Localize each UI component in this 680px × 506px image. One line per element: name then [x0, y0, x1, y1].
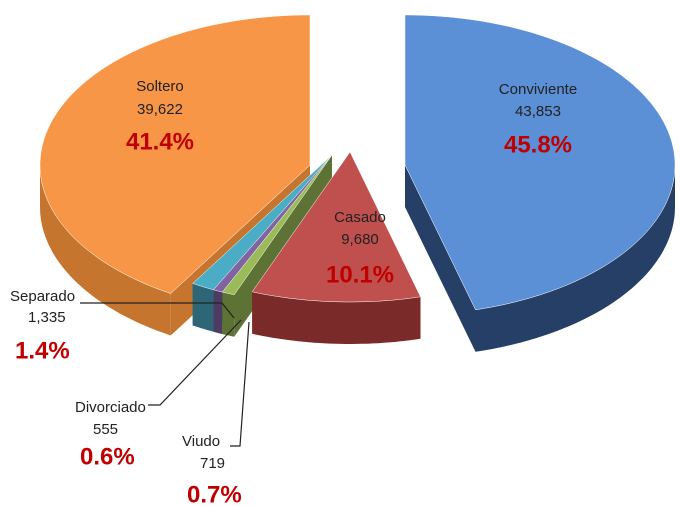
value-label: 43,853: [515, 103, 561, 120]
slice-wall: [252, 291, 421, 344]
slice-side: [222, 155, 332, 335]
value-label: 1,335: [28, 309, 66, 326]
slice-wall: [40, 165, 171, 336]
slice-label: Separado: [10, 288, 75, 305]
percent-label: 45.8%: [504, 131, 572, 158]
percent-label: 0.7%: [187, 481, 242, 506]
slice-wall: [213, 289, 223, 335]
slice-top: [404, 14, 676, 311]
leader-line: [80, 302, 235, 319]
slice-label: Casado: [334, 209, 386, 226]
slice-label: Conviviente: [499, 81, 577, 98]
slice-wall: [475, 165, 675, 352]
leader-line: [148, 319, 242, 406]
value-label: 39,622: [137, 101, 183, 118]
slice-top: [251, 151, 421, 303]
slice-wall: [192, 283, 214, 332]
percent-label: 1.4%: [15, 337, 70, 364]
slice-side: [405, 165, 476, 352]
percent-label: 0.6%: [80, 443, 135, 470]
slice-top: [192, 154, 333, 291]
slice-label: Soltero: [136, 78, 184, 95]
percent-label: 41.4%: [126, 128, 194, 155]
slice: [404, 14, 676, 352]
value-label: 555: [93, 421, 118, 438]
value-label: 9,680: [341, 231, 379, 248]
value-label: 719: [200, 455, 225, 472]
slice-top: [221, 154, 333, 296]
slice: [251, 151, 421, 344]
slice-top: [39, 14, 311, 294]
percent-label: 10.1%: [326, 261, 394, 288]
slice-label: Viudo: [182, 433, 220, 450]
leader-line: [230, 321, 250, 447]
slice-wall: [222, 292, 235, 337]
slice-label: Divorciado: [75, 399, 146, 416]
slices: [39, 14, 676, 352]
